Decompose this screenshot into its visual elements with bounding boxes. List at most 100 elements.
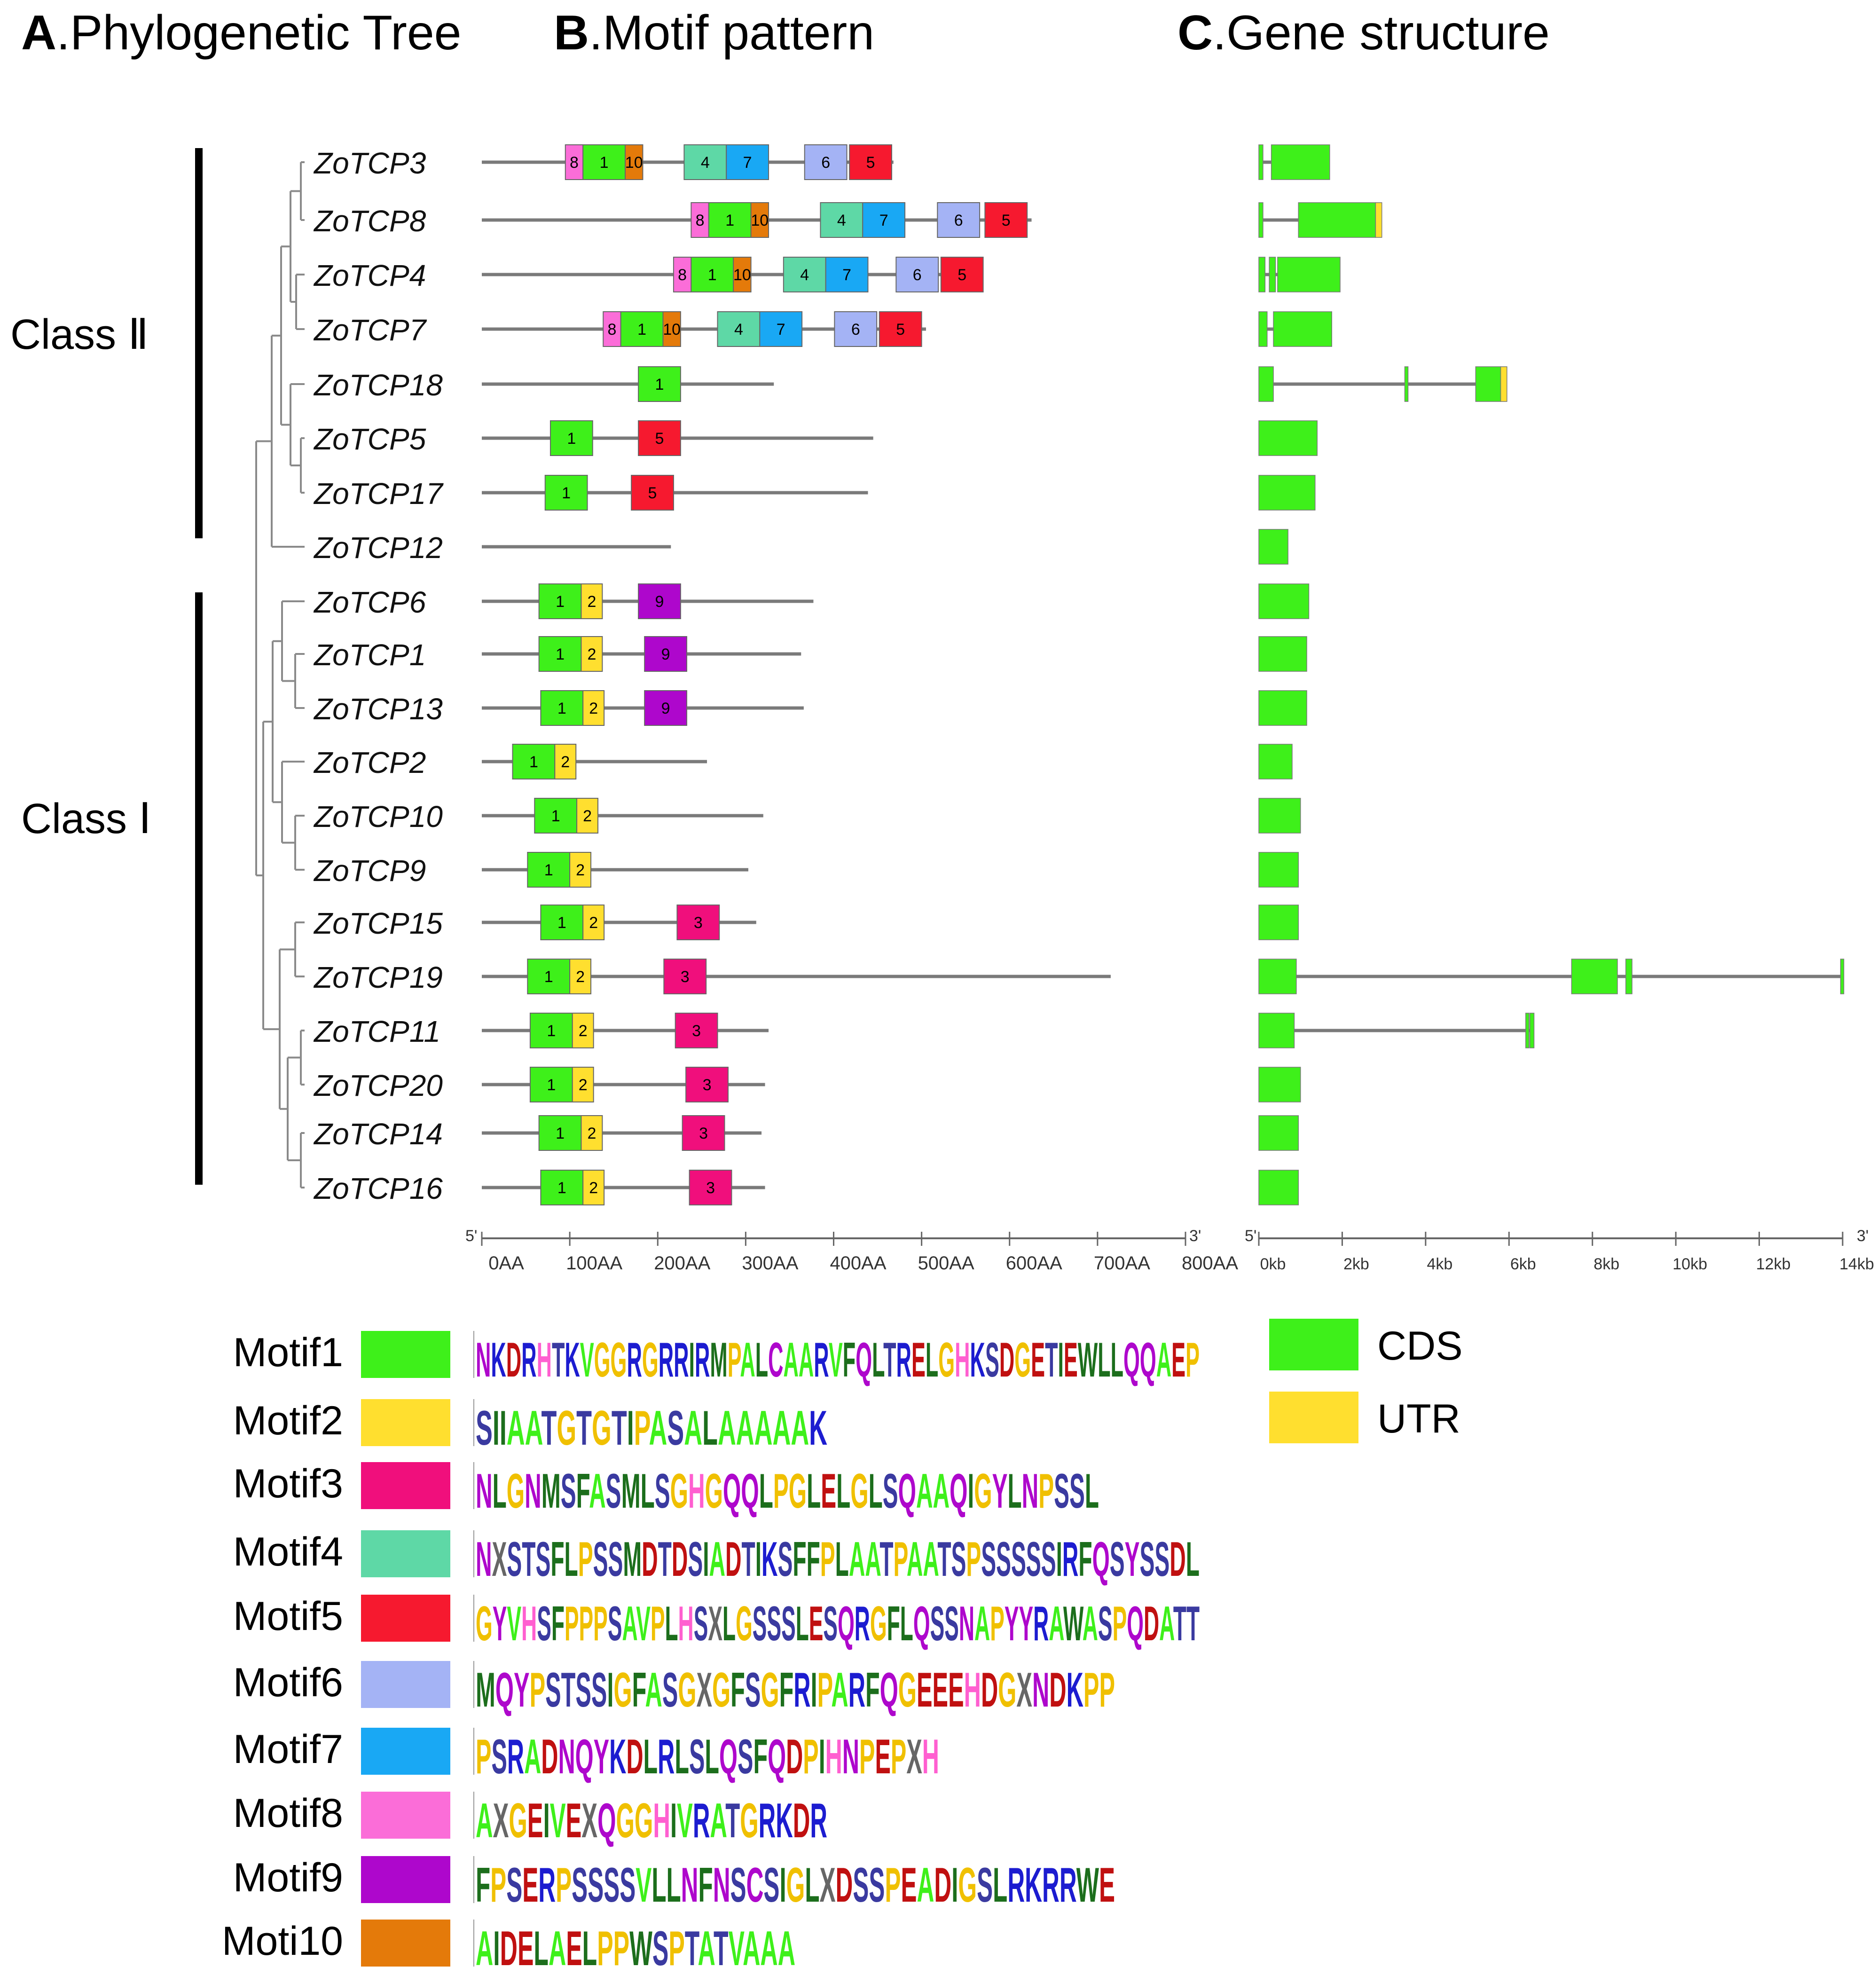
motif-box-9 [644, 636, 688, 672]
motif-axis-tick-label: 100AA [566, 1253, 622, 1274]
motif-legend-label: Moti10 [222, 1919, 343, 1964]
sequence-logo: MQYPSTSSIGFASGXGFSGFRIPARFQGEEEHDGXNDKPP [473, 1661, 1115, 1717]
gene-labels: ZoTCP3 ZoTCP8 ZoTCP4 ZoTCP7 ZoTCP18 ZoTCP5 ZoT… [313, 146, 444, 1205]
gene-structure-row [1258, 690, 1307, 726]
motif-row: 1 2 3 [482, 1013, 769, 1048]
motif-box-label: 6 [821, 154, 830, 172]
motif-box-label: 1 [547, 1076, 556, 1094]
motif-box-5 [984, 202, 1028, 238]
gene-structure-row [1258, 475, 1316, 511]
motif-box-label: 1 [567, 430, 576, 448]
gene-label: ZoTCP4 [313, 259, 426, 292]
cds-block [1840, 959, 1845, 994]
motif-box-5 [940, 257, 984, 292]
motif-box-label: 1 [637, 321, 646, 338]
logo-sequence: SIIAATGTGTIPASALAAAAAK [476, 1401, 827, 1456]
gene-axis-tick-label: 12kb [1756, 1255, 1791, 1273]
cds-block [1404, 366, 1409, 402]
motif-box-label: 8 [607, 321, 616, 338]
panel-title-text-c: .Gene structure [1213, 6, 1550, 60]
motif-legend-item: Motif4 NXSTSFLPSSMDTDSIADTIKSFFPLAATPAATS… [233, 1529, 1200, 1587]
gene-structure-row [1258, 1013, 1535, 1048]
motif-box-4 [820, 202, 863, 238]
gene-label: ZoTCP12 [313, 531, 443, 565]
motif-pattern-rows: 8 1 10 4 7 6 58 1 10 4 7 6 58 1 10 4 7 6 58 1 10 4 7 6 511 51 51 2 9… [482, 144, 1111, 1205]
motif-box-10 [625, 144, 644, 180]
cds-block [1273, 311, 1333, 347]
gene-label: ZoTCP18 [313, 368, 443, 402]
motif-legend-item: Motif8 AXGEIVEXQGGHIVRATGRKDR [233, 1791, 827, 1848]
motif-legend-label: Motif4 [233, 1529, 343, 1574]
motif-box-8 [673, 257, 692, 292]
motif-box-7 [825, 257, 869, 292]
cds-block [1258, 257, 1266, 292]
motif-box-6 [937, 202, 981, 238]
motif-box-label: 2 [576, 968, 585, 986]
motif-legend-label: Motif8 [233, 1791, 343, 1836]
cds-block [1258, 690, 1307, 726]
motif-box-4 [783, 257, 826, 292]
motif-legend-item: Motif9 FPSERPSSSSVLLNFNSCSIGLXDSSPEADIGSL… [233, 1855, 1115, 1912]
motif-box-2 [582, 905, 605, 940]
motif-box-2 [576, 798, 599, 834]
panel-letter-a: A [21, 6, 56, 60]
motif-box-label: 1 [557, 914, 566, 932]
motif-legend-item: Motif1 NKDRHTKVGGRGRRIRMPALCAARVFQLTRELGH… [233, 1330, 1200, 1387]
motif-legend-swatch [361, 1595, 450, 1642]
motif-box-label: 5 [655, 430, 664, 448]
motif-box-1 [549, 420, 593, 456]
motif-box-label: 9 [661, 700, 670, 717]
gene-structure-row [1258, 1115, 1299, 1151]
motif-box-label: 2 [587, 1125, 596, 1142]
cds-block [1475, 366, 1501, 402]
motif-legend-item: Motif3 NLGNMSFASMLSGHGQQLPGLELGLSQAAQIGYL… [233, 1461, 1099, 1519]
structure-legend-swatch [1269, 1319, 1358, 1370]
motif-box-1 [538, 583, 582, 619]
motif-box-label: 9 [661, 645, 670, 663]
motif-box-1 [708, 202, 752, 238]
motif-box-label: 2 [589, 700, 598, 717]
motif-row: 1 2 3 [482, 905, 756, 940]
gene-label: ZoTCP5 [313, 422, 426, 456]
motif-axis-tick-label: 700AA [1094, 1253, 1150, 1274]
motif-box-1 [527, 852, 571, 888]
panel-title-b: B.Motif pattern [554, 6, 874, 60]
motif-box-6 [895, 257, 939, 292]
motif-box-5 [849, 144, 893, 180]
motif-box-3 [676, 905, 720, 940]
gene-structure-rows [1258, 144, 1845, 1205]
motif-row: 8 1 10 4 7 6 5 [482, 202, 1032, 238]
motif-box-label: 1 [556, 645, 565, 663]
motif-box-label: 7 [743, 154, 752, 172]
motif-axis-5prime: 5' [465, 1227, 477, 1245]
motif-box-label: 3 [699, 1125, 708, 1142]
motif-box-label: 2 [579, 1022, 588, 1040]
gene-axis-tick-label: 10kb [1672, 1255, 1707, 1273]
motif-legend: Motif1 NKDRHTKVGGRGRRIRMPALCAARVFQLTRELGH… [222, 1330, 1200, 1976]
motif-legend-label: Motif1 [233, 1330, 343, 1375]
motif-box-label: 2 [589, 914, 598, 932]
gene-axis-tick-label: 14kb [1839, 1255, 1874, 1273]
motif-box-label: 3 [694, 914, 703, 932]
motif-row: 8 1 10 4 7 6 5 [482, 144, 894, 180]
sequence-logo: AXGEIVEXQGGHIVRATGRKDR [473, 1792, 827, 1848]
gene-structure-row [1258, 744, 1293, 779]
motif-box-label: 1 [551, 807, 560, 825]
gene-axis-tick-label: 8kb [1593, 1255, 1619, 1273]
gene-axis-5prime: 5' [1245, 1227, 1256, 1245]
gene-label: ZoTCP15 [313, 906, 443, 940]
motif-row: 8 1 10 4 7 6 5 [482, 311, 926, 347]
motif-box-label: 1 [544, 968, 553, 986]
motif-box-label: 8 [570, 154, 579, 172]
cds-block [1258, 529, 1288, 565]
motif-legend-swatch [361, 1661, 450, 1708]
motif-box-label: 10 [733, 266, 751, 284]
motif-axis-tick-label: 200AA [654, 1253, 710, 1274]
motif-box-label: 1 [708, 266, 717, 284]
motif-box-1 [538, 1115, 582, 1151]
logo-sequence: NKDRHTKVGGRGRRIRMPALCAARVFQLTRELGHKSDGET… [476, 1333, 1200, 1387]
motif-box-label: 3 [703, 1076, 712, 1094]
motif-box-label: 6 [954, 212, 963, 229]
gene-label: ZoTCP13 [313, 692, 443, 726]
